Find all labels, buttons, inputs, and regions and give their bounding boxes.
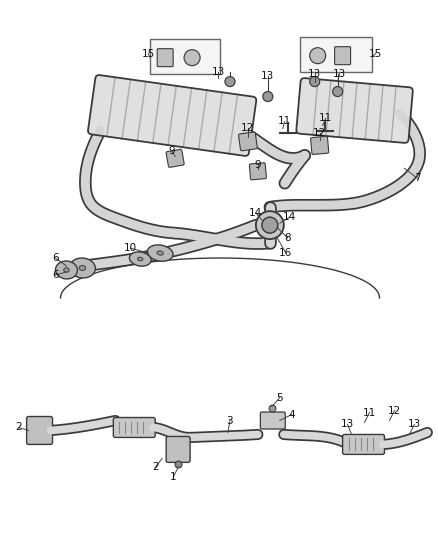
Text: 13: 13 [261,70,275,80]
FancyBboxPatch shape [300,37,371,71]
Text: 13: 13 [333,69,346,78]
Text: 9: 9 [254,160,261,171]
Text: 11: 11 [319,114,332,124]
FancyBboxPatch shape [343,434,385,455]
Text: 5: 5 [276,393,283,402]
FancyBboxPatch shape [88,75,256,156]
Text: 12: 12 [241,124,254,133]
Text: 15: 15 [141,49,155,59]
Text: 8: 8 [284,233,291,243]
Text: 16: 16 [279,248,293,258]
Text: 13: 13 [341,419,354,430]
Circle shape [225,77,235,86]
Text: 2: 2 [15,423,22,432]
FancyBboxPatch shape [249,163,266,180]
Text: 13: 13 [408,419,421,430]
FancyBboxPatch shape [260,412,285,429]
Circle shape [262,217,278,233]
Text: 2: 2 [152,462,159,472]
Ellipse shape [147,245,173,261]
FancyBboxPatch shape [239,132,257,151]
Text: 11: 11 [363,408,376,417]
Circle shape [310,47,326,63]
Text: 3: 3 [226,416,233,425]
Text: 12: 12 [313,128,326,139]
Circle shape [332,86,343,96]
Ellipse shape [138,257,143,261]
FancyBboxPatch shape [297,78,413,143]
Circle shape [184,50,200,66]
FancyBboxPatch shape [166,149,184,167]
Circle shape [310,77,320,86]
Ellipse shape [64,268,69,272]
Text: 11: 11 [278,117,291,126]
FancyBboxPatch shape [166,437,190,462]
Text: 14: 14 [249,208,262,218]
Circle shape [256,211,284,239]
Text: 7: 7 [414,173,420,183]
FancyBboxPatch shape [335,47,350,64]
Text: 13: 13 [212,67,225,77]
Text: 12: 12 [388,406,401,416]
Ellipse shape [157,251,163,255]
Ellipse shape [79,265,86,270]
Text: 6: 6 [52,253,59,263]
Circle shape [263,92,273,101]
Text: 1: 1 [170,472,177,482]
FancyBboxPatch shape [27,416,53,445]
Text: 15: 15 [369,49,382,59]
Text: 4: 4 [289,409,295,419]
FancyBboxPatch shape [311,136,329,155]
Text: 14: 14 [283,212,297,222]
Text: 9: 9 [169,147,176,156]
Ellipse shape [129,252,151,266]
Ellipse shape [56,261,78,279]
FancyBboxPatch shape [150,39,220,74]
Text: 6: 6 [52,270,59,280]
FancyBboxPatch shape [113,417,155,438]
Text: 10: 10 [124,243,137,253]
Text: 13: 13 [308,69,321,78]
FancyBboxPatch shape [157,49,173,67]
Ellipse shape [70,258,95,278]
